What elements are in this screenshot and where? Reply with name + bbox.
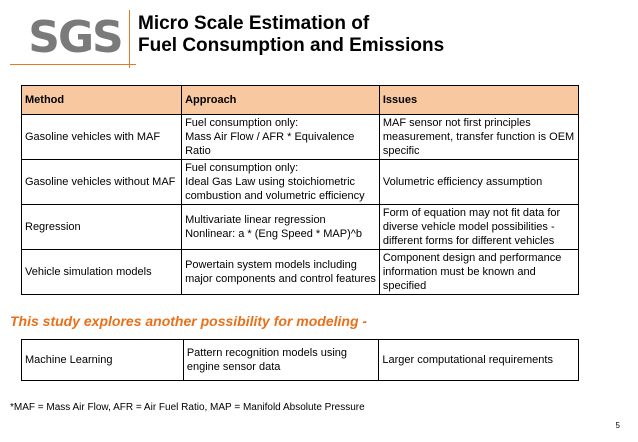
sgs-logo: SGS	[21, 12, 129, 64]
cell-line: Form of equation may not fit data for	[382, 207, 561, 219]
cell-issues: Form of equation may not fit data for di…	[378, 204, 580, 250]
header-issues: Issues	[378, 85, 580, 115]
cell-issues: Larger computational requirements	[378, 339, 579, 381]
cell-method: Regression	[20, 204, 183, 250]
logo-text: SGS	[28, 12, 123, 63]
cell-method: Vehicle simulation models	[20, 249, 183, 295]
cell-line: major components and control features	[185, 273, 376, 285]
cell-line: engine sensor data	[186, 361, 281, 373]
cell-issues: MAF sensor not first principles measurem…	[378, 114, 580, 160]
slide-title: Micro Scale Estimation of Fuel Consumpti…	[138, 13, 444, 57]
methods-table: Method Approach Issues Gasoline vehicles…	[20, 85, 580, 295]
cell-line: Fuel consumption only:	[185, 117, 299, 129]
table-row: Vehicle simulation models Powertain syst…	[20, 249, 580, 295]
cell-line: measurement, transfer function is OEM	[382, 131, 575, 143]
cell-approach: Powertain system models including major …	[181, 249, 380, 295]
cell-approach: Fuel consumption only: Ideal Gas Law usi…	[181, 159, 380, 205]
cell-line: Larger computational requirements	[382, 354, 553, 366]
header-approach: Approach	[181, 85, 380, 115]
cell-line: Fuel consumption only:	[185, 162, 299, 174]
table-header-row: Method Approach Issues	[20, 85, 580, 115]
machine-learning-table: Machine Learning Pattern recognition mod…	[21, 339, 579, 381]
footnote: *MAF = Mass Air Flow, AFR = Air Fuel Rat…	[10, 402, 365, 413]
header-method: Method	[20, 85, 183, 115]
cell-line: Mass Air Flow / AFR * Equivalence	[185, 131, 355, 143]
cell-line: Powertain system models including	[185, 259, 357, 271]
cell-approach: Multivariate linear regression Nonlinear…	[181, 204, 380, 250]
cell-line: different forms for different vehicles	[382, 235, 555, 247]
cell-line: Volumetric efficiency assumption	[382, 176, 543, 188]
cell-method: Gasoline vehicles without MAF	[20, 159, 183, 205]
logo-divider-horizontal	[10, 64, 136, 65]
cell-approach: Pattern recognition models using engine …	[182, 339, 380, 381]
cell-method: Gasoline vehicles with MAF	[20, 114, 183, 160]
cell-line: Ideal Gas Law using stoichiometric	[185, 176, 356, 188]
table-row: Regression Multivariate linear regressio…	[20, 204, 580, 250]
cell-line: combustion and volumetric efficiency	[185, 190, 365, 202]
cell-issues: Volumetric efficiency assumption	[378, 159, 580, 205]
cell-issues: Component design and performance informa…	[378, 249, 580, 295]
title-line-1: Micro Scale Estimation of	[138, 13, 370, 34]
study-subtitle: This study explores another possibility …	[10, 313, 368, 329]
table-row: Gasoline vehicles without MAF Fuel consu…	[20, 159, 580, 205]
cell-line: Multivariate linear regression	[185, 214, 326, 226]
cell-approach: Fuel consumption only: Mass Air Flow / A…	[181, 114, 380, 160]
cell-line: MAF sensor not first principles	[382, 117, 531, 129]
page-number: 5	[615, 421, 620, 430]
table-row: Machine Learning Pattern recognition mod…	[21, 339, 579, 381]
cell-line: information must be known and	[382, 266, 536, 278]
cell-line: Pattern recognition models using	[186, 347, 348, 359]
logo-divider-vertical	[129, 10, 130, 68]
table-row: Gasoline vehicles with MAF Fuel consumpt…	[20, 114, 580, 160]
cell-line: specified	[382, 280, 427, 292]
title-line-2: Fuel Consumption and Emissions	[138, 35, 445, 56]
cell-line: Ratio	[185, 145, 211, 157]
cell-line: specific	[382, 145, 420, 157]
cell-line: diverse vehicle model possibilities -	[382, 221, 555, 233]
cell-line: Component design and performance	[382, 252, 562, 264]
cell-line: Nonlinear: a * (Eng Speed * MAP)^b	[185, 228, 363, 240]
cell-method: Machine Learning	[21, 339, 184, 381]
